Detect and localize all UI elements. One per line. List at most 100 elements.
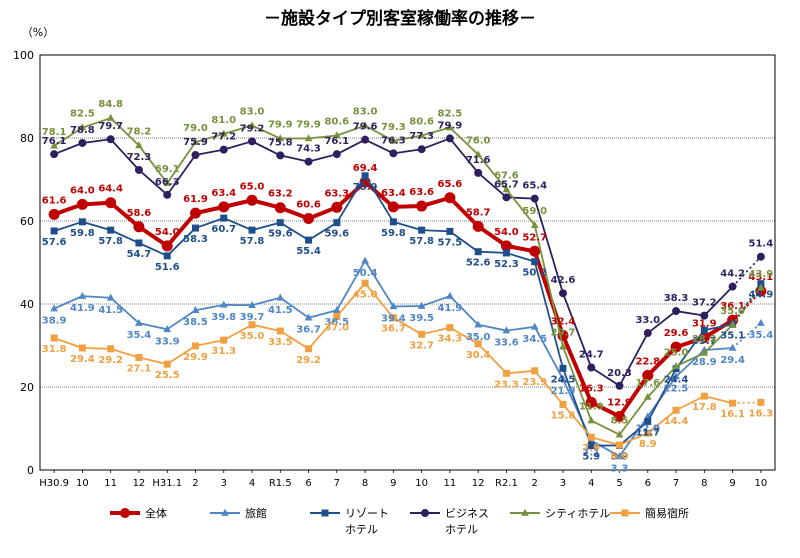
y-tick-label: 100 [13, 49, 34, 62]
series-0 [48, 176, 767, 422]
data-label: 58.7 [466, 207, 491, 218]
y-tick-label: 80 [20, 132, 34, 145]
x-tick-label: 5 [616, 478, 622, 489]
data-point [78, 344, 86, 352]
labels-series-5: 31.829.4 29.227.125.529.931.335.033.529.2… [42, 289, 773, 462]
series-line-projection [731, 290, 762, 322]
x-tick-label: 4 [249, 478, 255, 489]
legend-label: ホテル [345, 523, 378, 536]
data-point [502, 193, 511, 202]
data-label: 29.9 [183, 352, 208, 363]
x-tick-label: 7 [334, 478, 340, 489]
data-point [615, 452, 624, 460]
data-label: 33.9 [155, 336, 180, 347]
data-label: 52.3 [494, 259, 519, 270]
data-point [248, 137, 257, 146]
data-label: 27.1 [127, 364, 152, 375]
data-point [163, 252, 171, 260]
data-label: 76.0 [466, 136, 491, 147]
data-label: 24.7 [579, 349, 604, 360]
data-point [276, 293, 285, 301]
data-label: 33.5 [268, 337, 293, 348]
x-tick-label: 6 [305, 478, 311, 489]
data-label: 64.4 [98, 184, 123, 195]
data-label: 25.5 [155, 370, 180, 381]
data-point [474, 340, 482, 348]
legend-item-0: 全体 [110, 506, 167, 520]
data-point [248, 321, 256, 329]
data-label: 33.0 [635, 315, 660, 326]
data-point [757, 318, 765, 326]
data-point [248, 301, 256, 309]
data-point [728, 320, 737, 328]
data-label: 63.4 [381, 188, 406, 199]
data-point [248, 226, 256, 234]
data-point [191, 151, 200, 160]
x-tick-label: H31.1 [152, 478, 182, 489]
data-label: 79.7 [98, 121, 123, 132]
data-label: 20.3 [607, 368, 632, 379]
data-label: 58.3 [183, 234, 208, 245]
data-point [305, 345, 313, 353]
data-label: 39.8 [211, 312, 236, 323]
data-label: 76.1 [324, 136, 349, 147]
data-label: 59.6 [324, 229, 349, 240]
data-point [418, 330, 426, 338]
data-point [642, 369, 654, 381]
x-tick-label: 4 [588, 478, 594, 489]
data-point [446, 291, 454, 299]
series-line-projection [732, 401, 761, 405]
data-point [191, 306, 200, 314]
data-label: 70.9 [353, 182, 378, 193]
x-tick-label: H30.9 [39, 478, 69, 489]
data-label: 24.4 [664, 375, 689, 386]
data-label: 57.6 [42, 237, 67, 248]
legend-label: 旅館 [245, 506, 267, 520]
data-label: 5.9 [582, 452, 600, 463]
data-label: 79.9 [438, 120, 463, 131]
x-tick-label: 10 [754, 478, 767, 489]
data-point [107, 226, 115, 234]
data-label: 37.2 [692, 298, 717, 309]
data-label: 44.9 [749, 290, 774, 301]
series-5 [50, 279, 765, 449]
data-point [614, 410, 626, 422]
data-point [559, 342, 567, 350]
data-label: 43.1 [749, 272, 774, 283]
data-label: 33.7 [692, 336, 717, 347]
data-point [530, 194, 539, 203]
data-point [76, 198, 88, 210]
data-label: 54.0 [494, 227, 519, 238]
data-point [134, 165, 143, 174]
data-point [615, 430, 624, 438]
data-point [644, 417, 652, 425]
data-point [700, 326, 708, 334]
data-label: 65.0 [240, 181, 265, 192]
data-point [585, 396, 597, 408]
data-point [163, 360, 171, 368]
data-point [587, 433, 595, 441]
series-line-projection [731, 283, 762, 325]
data-label: 63.3 [324, 188, 349, 199]
data-label: 63.4 [211, 188, 236, 199]
data-point [672, 362, 680, 370]
x-tick-label: 12 [133, 478, 146, 489]
x-tick-label: 3 [560, 478, 566, 489]
data-label: 61.6 [42, 195, 67, 206]
data-label: 78.2 [127, 126, 152, 137]
x-tick-label: 10 [415, 478, 428, 489]
data-label: 61.9 [183, 194, 208, 205]
data-label: 57.8 [98, 236, 123, 247]
data-label: 59.8 [381, 228, 406, 239]
data-label: 31.9 [692, 319, 717, 330]
data-point [332, 306, 341, 314]
data-point [50, 150, 59, 159]
data-label: 50.4 [353, 268, 378, 279]
data-point [78, 291, 87, 299]
data-point [246, 194, 258, 206]
data-label: 51.4 [749, 239, 774, 250]
legend-item-4: シティホテル [510, 507, 610, 520]
data-point [135, 141, 143, 149]
data-label: 16.3 [579, 383, 604, 394]
chart-title: －施設タイプ別客室稼働率の推移－ [264, 8, 536, 29]
